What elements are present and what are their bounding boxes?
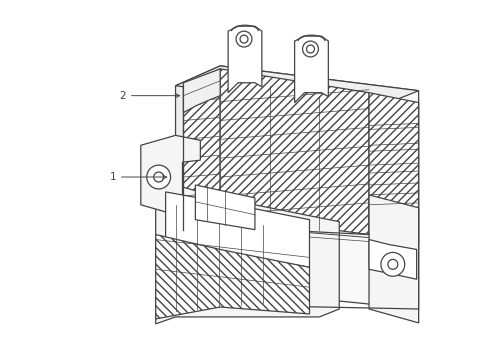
Polygon shape [294,36,327,103]
Circle shape [240,35,247,43]
Circle shape [146,165,170,189]
Polygon shape [220,66,418,309]
Polygon shape [165,192,309,267]
Polygon shape [368,93,418,244]
Circle shape [236,31,251,47]
Text: 2: 2 [119,91,179,101]
Polygon shape [195,185,254,230]
Polygon shape [155,185,339,324]
Polygon shape [183,69,220,113]
Polygon shape [368,239,416,279]
Text: 1: 1 [109,172,166,182]
Circle shape [306,45,314,53]
Circle shape [302,41,318,57]
Circle shape [153,172,163,182]
Polygon shape [175,66,220,304]
Polygon shape [220,69,368,235]
Polygon shape [155,235,309,319]
Polygon shape [183,69,220,230]
Circle shape [387,260,397,269]
Polygon shape [175,66,418,111]
Circle shape [380,252,404,276]
Polygon shape [368,195,418,323]
Polygon shape [228,26,262,93]
Polygon shape [141,135,200,215]
